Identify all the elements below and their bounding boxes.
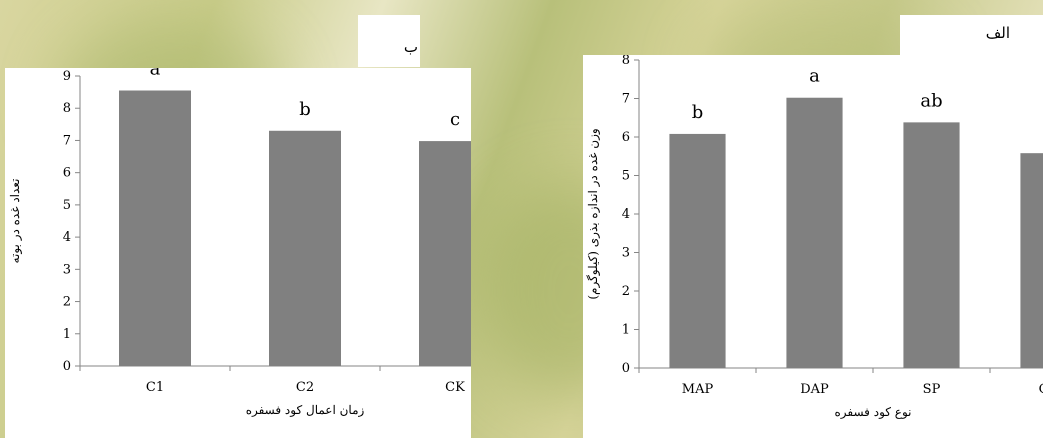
x-tick-label-ck: CK — [445, 380, 465, 395]
panel-label-a: الف — [985, 24, 1010, 42]
significance-letter: b — [299, 99, 311, 120]
x-tick-label-c1: C1 — [146, 380, 164, 395]
bar-chart-tuber-count: 0 1 2 3 4 5 6 7 8 9 a C1 b C2 c CK زمان اعمال کود فسفره ت… — [8, 68, 471, 417]
x-tick-label-map: MAP — [682, 382, 714, 397]
y-tick-label: 6 — [622, 130, 630, 145]
panel-label-b: ب — [403, 38, 418, 56]
y-axis-title: تعداد غده در بوته — [8, 179, 22, 264]
y-tick-label: 1 — [622, 323, 630, 338]
significance-letter: b — [692, 102, 704, 123]
chart-panel-a-label-box — [900, 15, 1043, 55]
x-tick-label-c2: C2 — [296, 380, 314, 395]
y-tick-label: 0 — [63, 359, 71, 374]
bar-ck — [419, 141, 471, 366]
y-tick-label: 4 — [63, 230, 71, 245]
y-tick-label: 6 — [63, 166, 71, 181]
y-tick-label: 8 — [63, 101, 71, 116]
chart-panel-b-label-box — [358, 15, 420, 67]
bar-chart-tuber-weight: 012345678bMAPaDAPabSPcCKنوع کود فسفرهوزن… — [586, 55, 1043, 419]
bar-dap — [786, 97, 843, 369]
y-axis-title: وزن غده در اندازه بذری (کیلوگرم) — [586, 128, 600, 299]
chart-panel-b: 0 1 2 3 4 5 6 7 8 9 a C1 b C2 c CK زمان اعمال کود فسفره ت… — [5, 68, 471, 438]
x-tick-label-sp: SP — [923, 382, 941, 397]
x-axis-title: زمان اعمال کود فسفره — [246, 403, 365, 417]
y-tick-label: 5 — [622, 169, 630, 184]
y-tick-label: 8 — [622, 55, 630, 68]
y-tick-label: 3 — [622, 246, 630, 261]
x-tick-label-ck: CK — [1039, 382, 1043, 397]
y-tick-label: 9 — [63, 69, 71, 84]
y-tick-label: 7 — [622, 92, 630, 107]
bar-sp — [903, 122, 960, 369]
significance-letter: a — [150, 68, 161, 80]
y-tick-label: 4 — [622, 207, 630, 222]
bar-c2 — [269, 130, 341, 366]
y-tick-label: 7 — [63, 133, 71, 148]
y-tick-label: 2 — [63, 295, 71, 310]
bar-c1 — [119, 90, 191, 366]
bar-ck — [1020, 153, 1043, 368]
y-tick-label: 5 — [63, 198, 71, 213]
chart-panel-a: 012345678bMAPaDAPabSPcCKنوع کود فسفرهوزن… — [583, 55, 1043, 438]
bar-map — [669, 133, 726, 368]
significance-letter: ab — [920, 90, 942, 111]
y-tick-label: 3 — [63, 262, 71, 277]
y-tick-label: 1 — [63, 327, 71, 342]
x-tick-label-dap: DAP — [800, 382, 829, 397]
significance-letter: a — [809, 66, 820, 87]
y-tick-label: 2 — [622, 284, 630, 299]
y-tick-label: 0 — [622, 361, 630, 376]
significance-letter: c — [450, 109, 460, 130]
x-axis-title: نوع کود فسفره — [834, 405, 911, 419]
